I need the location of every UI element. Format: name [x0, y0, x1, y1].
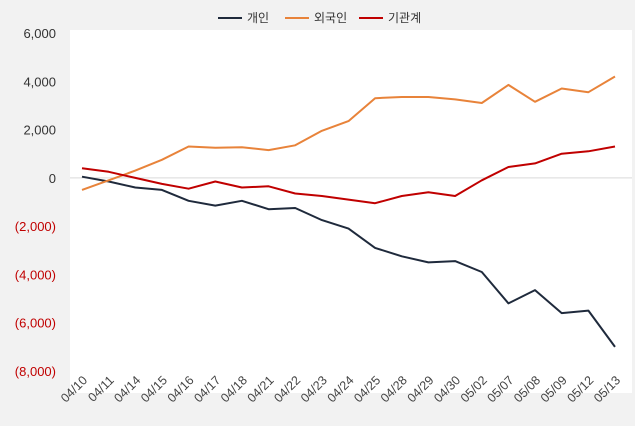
series-line-3: [81, 145, 616, 205]
y-tick-label: 2,000: [23, 123, 56, 138]
legend-label-1: 개인: [247, 11, 269, 25]
y-tick-label: 0: [49, 171, 56, 186]
legend-label-2: 외국인: [314, 11, 347, 25]
y-tick-label: (6,000): [15, 316, 56, 331]
series-group: [81, 75, 616, 348]
y-tick-label: (4,000): [15, 267, 56, 282]
y-axis: 6,000 4,000 2,000 0 (2,000) (4,000) (6,000) (8,…: [15, 26, 56, 379]
legend-label-3: 기관계: [388, 11, 421, 25]
y-tick-label: (8,000): [15, 364, 56, 379]
series-line-1: [81, 175, 616, 348]
y-tick-label: 6,000: [23, 26, 56, 41]
y-tick-label: (2,000): [15, 219, 56, 234]
legend: 개인 외국인 기관계: [218, 11, 421, 25]
series-line-2: [81, 75, 616, 191]
plot-area: [70, 30, 632, 393]
y-tick-label: 4,000: [23, 74, 56, 89]
